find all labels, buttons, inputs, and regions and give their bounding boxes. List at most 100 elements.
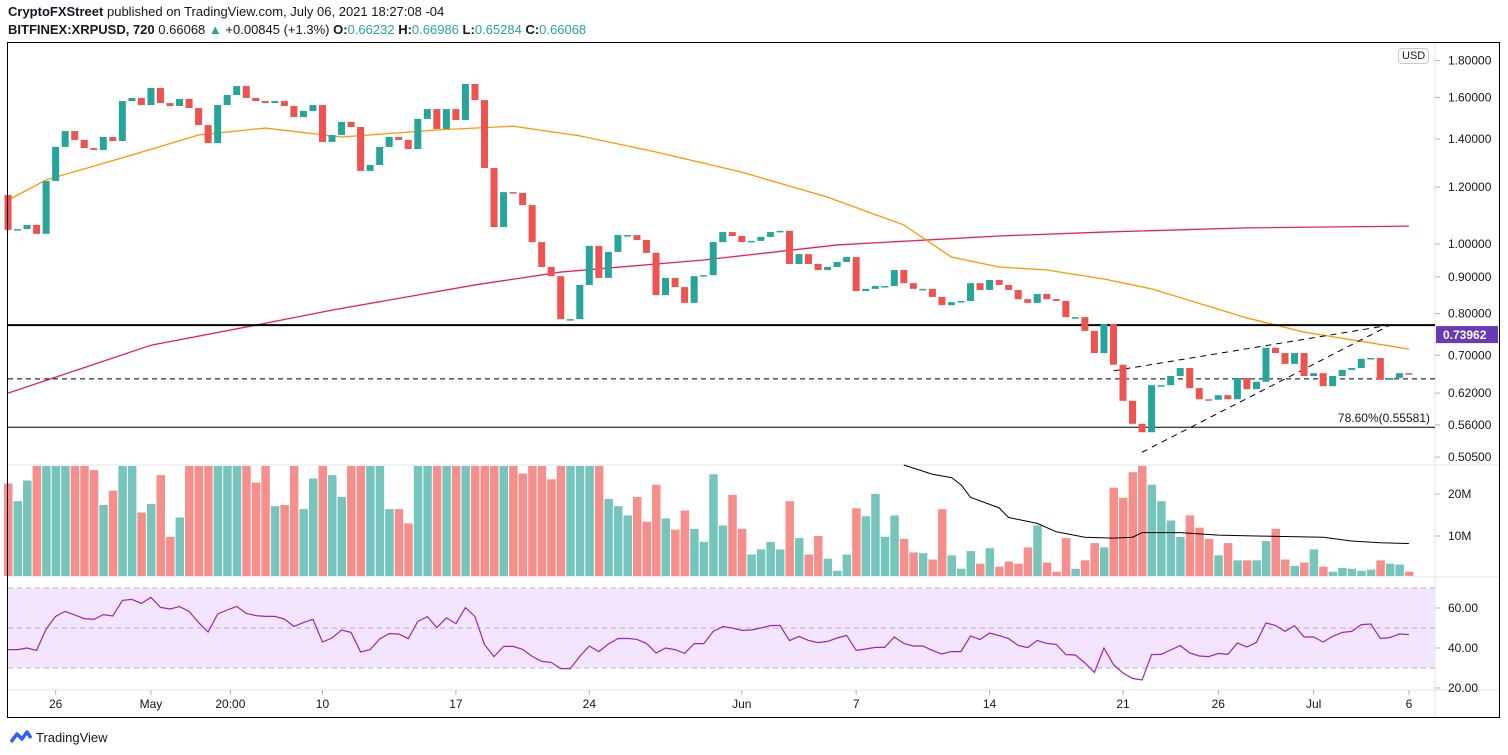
candle — [776, 230, 784, 233]
volume-bar — [89, 470, 99, 576]
candle — [662, 277, 670, 296]
volume-bar — [356, 466, 366, 576]
candle — [223, 95, 231, 106]
volume-bar — [823, 558, 833, 576]
candle — [1081, 317, 1089, 331]
volume-bar — [1214, 555, 1223, 576]
volume-bar — [928, 559, 937, 576]
publish-info: CryptoFXStreet published on TradingView.… — [8, 4, 444, 19]
candle — [709, 242, 717, 276]
candle — [166, 103, 174, 107]
volume-bar — [261, 466, 270, 576]
candle — [71, 131, 79, 140]
candle — [1052, 299, 1060, 302]
candle — [757, 236, 765, 241]
candle — [1071, 317, 1079, 319]
volume-bar — [1328, 571, 1338, 576]
candle — [481, 100, 488, 168]
candle — [785, 230, 793, 264]
candle — [1291, 353, 1299, 364]
candle — [366, 165, 374, 171]
volume-bar — [1319, 566, 1328, 576]
candle — [1329, 376, 1337, 387]
volume-bar — [937, 509, 947, 576]
volume-bar — [1052, 571, 1061, 576]
volume-tick-label: 10M — [1448, 529, 1471, 543]
chart-frame — [7, 42, 1500, 718]
candle — [1014, 289, 1022, 300]
volume-bar — [1357, 570, 1366, 576]
candle — [137, 97, 145, 106]
tradingview-logo[interactable]: TradingView — [10, 729, 108, 745]
candle — [442, 109, 450, 129]
candle — [595, 245, 603, 278]
y-tick-label: 0.50500 — [1448, 450, 1492, 464]
volume-bar — [108, 490, 118, 576]
candle — [900, 270, 908, 284]
volume-bar — [1404, 571, 1414, 576]
candle — [1405, 373, 1413, 375]
volume-bars — [4, 466, 1414, 576]
volume-bar — [775, 549, 785, 576]
publisher-name[interactable]: CryptoFXStreet — [8, 4, 104, 19]
x-tick-label: Jun — [732, 697, 751, 711]
candle — [509, 192, 517, 194]
candle — [376, 146, 384, 166]
volume-bar — [70, 466, 80, 576]
rsi-tick-label: 60.00 — [1448, 601, 1478, 615]
volume-bar — [1042, 562, 1052, 576]
rsi-tick-label: 40.00 — [1448, 641, 1478, 655]
volume-bar — [1223, 543, 1233, 576]
candle — [852, 257, 860, 292]
volume-bar — [671, 529, 680, 576]
candle — [919, 288, 927, 291]
ma200-line — [7, 225, 1409, 394]
volume-bar — [756, 549, 766, 576]
volume-bar — [690, 528, 699, 576]
volume-bar — [766, 541, 775, 576]
volume-bar — [1366, 569, 1376, 576]
candle — [1062, 301, 1070, 318]
wedge-trendline — [1141, 324, 1391, 453]
candle — [318, 105, 326, 142]
volume-bar — [242, 466, 251, 576]
candle — [1100, 323, 1108, 354]
volume-bar — [375, 466, 385, 576]
fib-label: 78.60%(0.55581) — [1338, 411, 1430, 425]
candle — [1395, 373, 1403, 378]
currency-badge[interactable]: USD — [1398, 48, 1430, 64]
candle — [614, 235, 622, 252]
volume-bar — [490, 466, 499, 576]
volume-bar — [547, 479, 556, 576]
volume-bar — [461, 466, 470, 576]
candle — [1119, 364, 1127, 401]
volume-bar — [204, 466, 213, 576]
volume-bar — [1128, 472, 1138, 576]
candle — [23, 224, 31, 230]
volume-bar — [1385, 563, 1395, 576]
rsi-tick-label: 20.00 — [1448, 681, 1478, 695]
candle — [623, 235, 631, 237]
volume-bar — [1281, 559, 1290, 576]
candle — [671, 277, 679, 288]
volume-bar — [385, 509, 394, 576]
volume-bar — [451, 466, 461, 576]
high-label: H: — [398, 22, 412, 37]
y-tick-label: 1.00000 — [1448, 237, 1492, 251]
candle — [738, 235, 746, 243]
volume-bar — [337, 496, 347, 576]
candle — [80, 139, 88, 149]
wedge-trendline — [1113, 324, 1390, 372]
x-tick-label: 26 — [1212, 697, 1226, 711]
y-tick-label: 1.40000 — [1448, 132, 1492, 146]
candle — [890, 270, 898, 287]
candle — [500, 192, 508, 227]
y-tick-label: 1.20000 — [1448, 180, 1492, 194]
volume-bar — [652, 484, 661, 576]
candle — [338, 121, 346, 136]
rsi-line — [8, 596, 1409, 681]
volume-bar — [146, 504, 156, 576]
candle — [4, 195, 12, 230]
candle — [1233, 377, 1241, 400]
